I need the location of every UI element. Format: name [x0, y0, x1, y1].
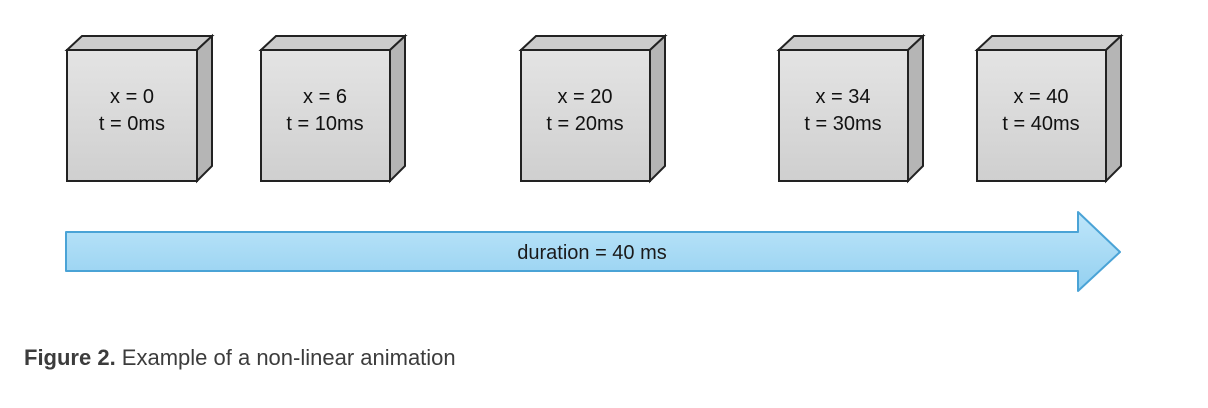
frame-box-3: x = 20 t = 20ms — [518, 33, 668, 184]
box-front-face — [66, 49, 198, 182]
frame-t-label: t = 10ms — [286, 113, 363, 135]
frame-box-4: x = 34 t = 30ms — [776, 33, 926, 184]
box-front-face — [520, 49, 651, 182]
frame-t-label: t = 40ms — [1002, 113, 1079, 135]
box-top-face — [974, 35, 1124, 51]
figure-caption-text: Example of a non-linear animation — [115, 345, 456, 370]
box-front-face — [260, 49, 391, 182]
duration-arrow: duration = 40 ms — [65, 211, 1121, 292]
box-top-face — [64, 35, 215, 51]
box-top-face — [258, 35, 408, 51]
frame-x-label: x = 34 — [815, 86, 870, 108]
frame-t-label: t = 30ms — [804, 113, 881, 135]
frame-t-label: t = 20ms — [546, 113, 623, 135]
box-top-face — [776, 35, 926, 51]
box-side-face — [649, 33, 666, 184]
duration-label: duration = 40 ms — [517, 242, 667, 264]
box-side-face — [196, 33, 213, 184]
frame-box-1: x = 0 t = 0ms — [64, 33, 215, 184]
frame-box-2: x = 6 t = 10ms — [258, 33, 408, 184]
duration-arrow-shape — [65, 211, 1121, 292]
box-top-face — [518, 35, 668, 51]
box-side-face — [1105, 33, 1122, 184]
figure-caption-label: Figure 2. — [24, 345, 116, 370]
frame-x-label: x = 0 — [110, 86, 154, 108]
frame-x-label: x = 6 — [303, 86, 347, 108]
box-side-face — [389, 33, 406, 184]
frame-x-label: x = 20 — [557, 86, 612, 108]
frame-t-label: t = 0ms — [99, 113, 165, 135]
box-front-face — [778, 49, 909, 182]
box-front-face — [976, 49, 1107, 182]
box-side-face — [907, 33, 924, 184]
frame-box-5: x = 40 t = 40ms — [974, 33, 1124, 184]
figure-caption: Figure 2. Example of a non-linear animat… — [24, 345, 456, 371]
frame-x-label: x = 40 — [1013, 86, 1068, 108]
animation-diagram: x = 0 t = 0ms x = 6 t = 10ms x = 20 t = … — [64, 33, 1124, 292]
